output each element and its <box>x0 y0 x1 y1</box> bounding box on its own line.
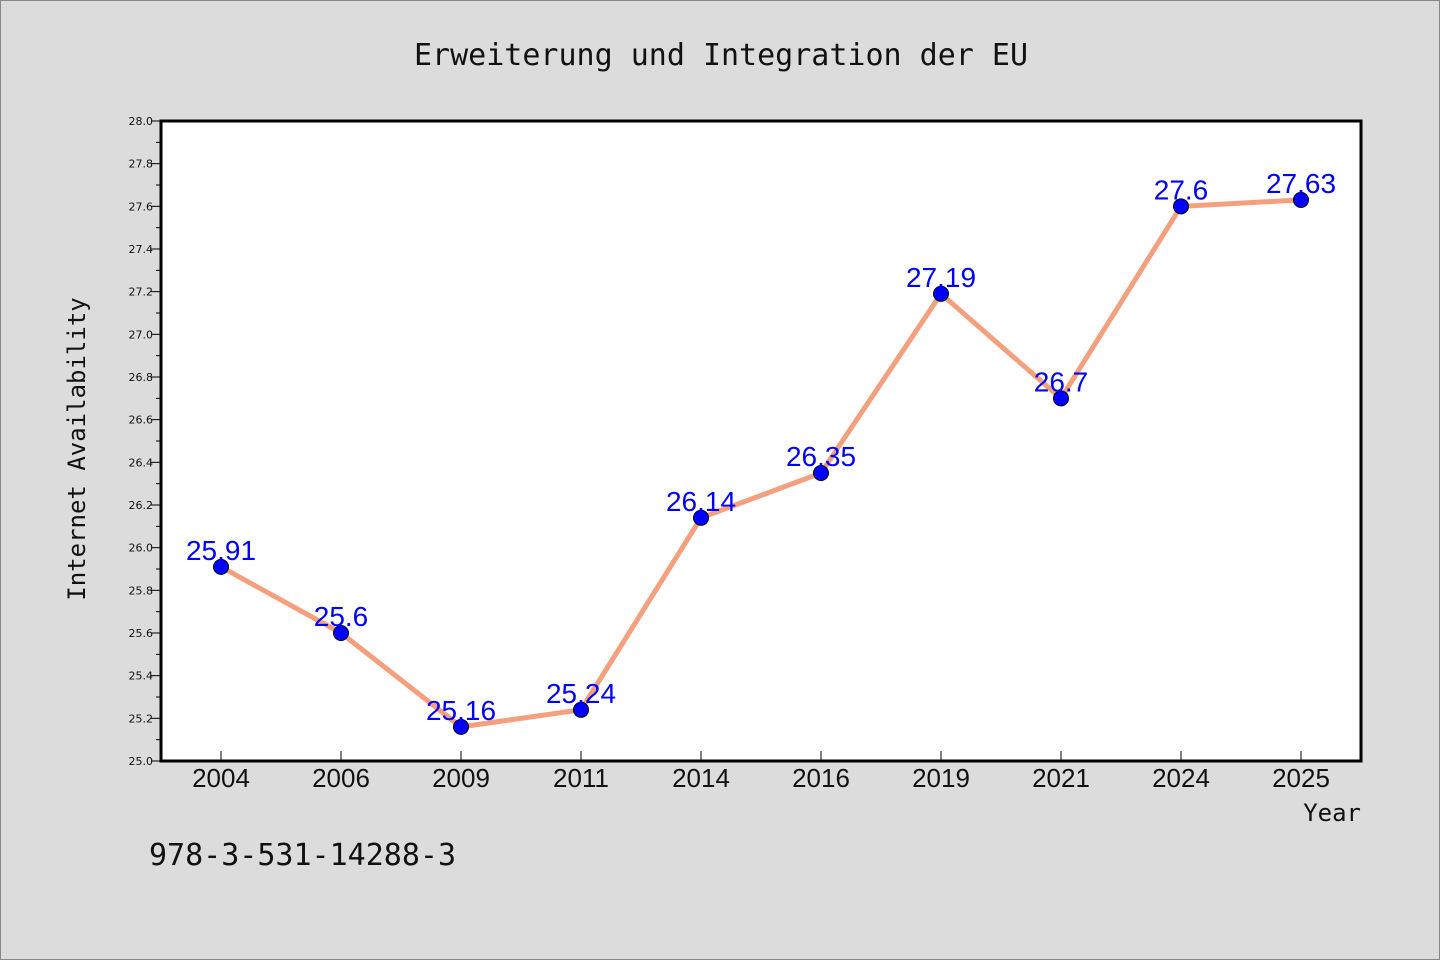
y-tick-label: 27.2 <box>129 286 154 299</box>
y-axis-ticks: 25.0 25.2 25.4 25.6 25.8 26.0 26.2 26.4 26.6 26.8… <box>129 115 161 768</box>
data-label: 25.91 <box>186 535 256 566</box>
data-label: 26.7 <box>1034 366 1089 397</box>
chart-title: Erweiterung und Integration der EU <box>414 38 1028 73</box>
data-point <box>1173 198 1189 215</box>
data-label: 26.35 <box>786 441 856 472</box>
data-point <box>1053 390 1069 407</box>
x-tick-label: 2014 <box>672 763 730 793</box>
x-tick-label: 2011 <box>553 763 609 793</box>
data-label: 27.6 <box>1154 174 1209 205</box>
y-tick-label: 26.4 <box>129 456 154 469</box>
y-tick-label: 28.0 <box>129 115 154 128</box>
data-point <box>693 509 709 526</box>
x-tick-label: 2024 <box>1152 763 1210 793</box>
y-tick-label: 25.6 <box>129 627 154 640</box>
y-tick-label: 25.8 <box>129 584 154 597</box>
y-tick-label: 26.0 <box>129 542 154 555</box>
x-tick-label: 2009 <box>432 763 490 793</box>
data-point <box>1293 191 1309 208</box>
data-label: 25.6 <box>314 601 369 632</box>
data-label: 26.14 <box>666 486 736 517</box>
data-point <box>453 718 469 735</box>
x-tick-label: 2004 <box>192 763 250 793</box>
y-tick-label: 26.2 <box>129 499 154 512</box>
data-label: 27.63 <box>1266 168 1336 199</box>
y-tick-label: 25.4 <box>129 670 154 683</box>
y-tick-label: 27.0 <box>129 328 154 341</box>
data-point <box>933 285 949 302</box>
data-label: 25.24 <box>546 678 616 709</box>
x-axis-ticks: 2004 2006 2009 2011 2014 2016 2019 2021 2024 2025 <box>192 751 1330 793</box>
x-tick-label: 2019 <box>912 763 970 793</box>
isbn-footnote: 978-3-531-14288-3 <box>149 838 456 873</box>
data-point <box>333 625 349 641</box>
y-tick-label: 25.2 <box>129 712 154 725</box>
x-tick-label: 2025 <box>1272 763 1330 793</box>
data-point <box>813 465 829 481</box>
y-tick-label: 27.4 <box>129 243 154 256</box>
y-tick-label: 27.6 <box>129 200 154 213</box>
data-label: 27.19 <box>906 262 976 293</box>
x-tick-label: 2016 <box>792 763 850 793</box>
series-group: 25.91 25.6 25.16 25.24 26.14 26.35 27.19 26.7 27… <box>186 168 1336 735</box>
y-tick-label: 25.0 <box>129 755 154 768</box>
x-tick-label: 2006 <box>312 763 370 793</box>
data-point <box>573 701 589 718</box>
data-point <box>213 558 229 575</box>
data-label: 25.16 <box>426 695 496 726</box>
plot-area <box>159 119 1363 763</box>
y-tick-label: 26.8 <box>129 371 154 384</box>
x-axis-label: Year <box>1303 799 1361 827</box>
x-tick-label: 2021 <box>1032 763 1090 793</box>
y-axis-label: Internet Availability <box>63 297 91 600</box>
y-tick-label: 26.6 <box>129 414 154 427</box>
series-line <box>219 197 1302 730</box>
y-tick-label: 27.8 <box>129 158 154 171</box>
